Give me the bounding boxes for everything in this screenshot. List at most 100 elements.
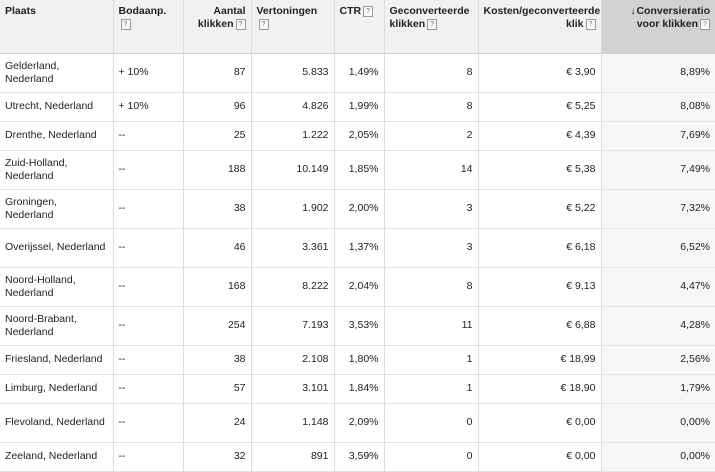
cell-ctr: 1,80% [334,345,385,375]
column-label: Plaats [5,5,36,17]
table-row: Drenthe, Nederland -- 25 1.222 2,05% 2 € 4,39 7… [0,121,715,151]
cell-kosten-per-klik: € 3,90 [478,53,602,93]
cell-kosten-per-klik: € 4,39 [478,121,602,151]
cell-conversieratio: 7,32% [601,189,715,229]
cell-bodaanpassing: + 10% [113,92,184,122]
cell-conversieratio: 7,69% [601,121,715,151]
column-header-aantal-klikken[interactable]: Aantal klikken? [183,0,252,54]
cell-geconverteerde-klikken: 8 [384,92,479,122]
column-header-conversieratio[interactable]: ↓Conversieratio voor klikken? [601,0,715,54]
column-label: Aantal klikken [197,5,246,30]
cell-conversieratio: 0,00% [601,403,715,443]
cell-plaats: Drenthe, Nederland [0,121,114,151]
column-header-geconverteerde-klikken[interactable]: Geconverteerde klikken? [384,0,479,54]
cell-kosten-per-klik: € 5,38 [478,150,602,190]
cell-conversieratio: 4,28% [601,306,715,346]
cell-ctr: 1,85% [334,150,385,190]
help-icon[interactable]: ? [427,19,438,30]
cell-conversieratio: 0,00% [601,442,715,472]
cell-aantal-klikken: 96 [183,92,252,122]
cell-aantal-klikken: 168 [183,267,252,307]
column-header-ctr[interactable]: CTR? [334,0,385,54]
table-row: Groningen, Nederland -- 38 1.902 2,00% 3 € 5,2… [0,189,715,229]
cell-conversieratio: 6,52% [601,228,715,268]
cell-bodaanpassing: -- [113,189,184,229]
cell-geconverteerde-klikken: 3 [384,189,479,229]
cell-ctr: 2,05% [334,121,385,151]
cell-geconverteerde-klikken: 1 [384,345,479,375]
cell-ctr: 3,53% [334,306,385,346]
cell-plaats: Gelderland, Nederland [0,53,114,93]
cell-kosten-per-klik: € 5,22 [478,189,602,229]
sort-descending-icon: ↓ [630,6,636,17]
cell-geconverteerde-klikken: 8 [384,267,479,307]
help-icon[interactable]: ? [700,19,710,30]
column-header-bodaanpassing[interactable]: Bodaanp.? [113,0,184,54]
cell-geconverteerde-klikken: 1 [384,374,479,404]
cell-aantal-klikken: 24 [183,403,252,443]
table-row: Zeeland, Nederland -- 32 891 3,59% 0 € 0,00 0,0… [0,442,715,472]
cell-bodaanpassing: -- [113,228,184,268]
cell-bodaanpassing: -- [113,442,184,472]
cell-plaats: Zeeland, Nederland [0,442,114,472]
cell-ctr: 1,49% [334,53,385,93]
cell-ctr: 2,09% [334,403,385,443]
cell-conversieratio: 4,47% [601,267,715,307]
cell-plaats: Noord-Holland, Nederland [0,267,114,307]
column-label: CTR [339,5,362,17]
cell-vertoningen: 1.148 [251,403,335,443]
cell-ctr: 1,37% [334,228,385,268]
table-row: Noord-Holland, Nederland -- 168 8.222 2,04% 8… [0,267,715,307]
cell-geconverteerde-klikken: 11 [384,306,479,346]
cell-geconverteerde-klikken: 0 [384,442,479,472]
cell-geconverteerde-klikken: 2 [384,121,479,151]
cell-vertoningen: 1.902 [251,189,335,229]
cell-kosten-per-klik: € 0,00 [478,442,602,472]
cell-geconverteerde-klikken: 14 [384,150,479,190]
cell-vertoningen: 3.101 [251,374,335,404]
help-icon[interactable]: ? [235,19,246,30]
cell-vertoningen: 8.222 [251,267,335,307]
header-row: Plaats Bodaanp.? Aantal klikken? Vertoni… [0,0,715,54]
table-row: Overijssel, Nederland -- 46 3.361 1,37% 3 € 6,… [0,228,715,268]
cell-kosten-per-klik: € 6,18 [478,228,602,268]
table-row: Utrecht, Nederland + 10% 96 4.826 1,99% 8 € 5,… [0,92,715,122]
help-icon[interactable]: ? [120,19,131,30]
table-row: Limburg, Nederland -- 57 3.101 1,84% 1 € 18,90… [0,374,715,404]
cell-bodaanpassing: -- [113,374,184,404]
column-label: Kosten/geconverteerde klik [483,5,601,30]
cell-bodaanpassing: -- [113,306,184,346]
cell-plaats: Overijssel, Nederland [0,228,114,268]
cell-bodaanpassing: -- [113,121,184,151]
table-row: Zuid-Holland, Nederland -- 188 10.149 1,85% 1… [0,150,715,190]
cell-bodaanpassing: + 10% [113,53,184,93]
help-icon[interactable]: ? [363,6,374,17]
cell-aantal-klikken: 32 [183,442,252,472]
cell-plaats: Friesland, Nederland [0,345,114,375]
cell-bodaanpassing: -- [113,345,184,375]
cell-conversieratio: 1,79% [601,374,715,404]
cell-ctr: 1,84% [334,374,385,404]
column-header-kosten-per-geconverteerde-klik[interactable]: Kosten/geconverteerde klik? [478,0,602,54]
cell-aantal-klikken: 25 [183,121,252,151]
column-header-plaats[interactable]: Plaats [0,0,114,54]
help-icon[interactable]: ? [258,19,269,30]
table-row: Noord-Brabant, Nederland -- 254 7.193 3,53% 1… [0,306,715,346]
column-label: Vertoningen [256,5,318,17]
cell-vertoningen: 7.193 [251,306,335,346]
cell-aantal-klikken: 38 [183,189,252,229]
cell-plaats: Zuid-Holland, Nederland [0,150,114,190]
cell-conversieratio: 8,08% [601,92,715,122]
cell-vertoningen: 4.826 [251,92,335,122]
column-label: Bodaanp. [118,5,167,17]
column-header-vertoningen[interactable]: Vertoningen? [251,0,335,54]
cell-vertoningen: 1.222 [251,121,335,151]
cell-kosten-per-klik: € 18,99 [478,345,602,375]
cell-ctr: 2,04% [334,267,385,307]
cell-geconverteerde-klikken: 3 [384,228,479,268]
column-label: Geconverteerde klikken [389,5,470,30]
cell-conversieratio: 2,56% [601,345,715,375]
help-icon[interactable]: ? [585,19,596,30]
cell-ctr: 3,59% [334,442,385,472]
